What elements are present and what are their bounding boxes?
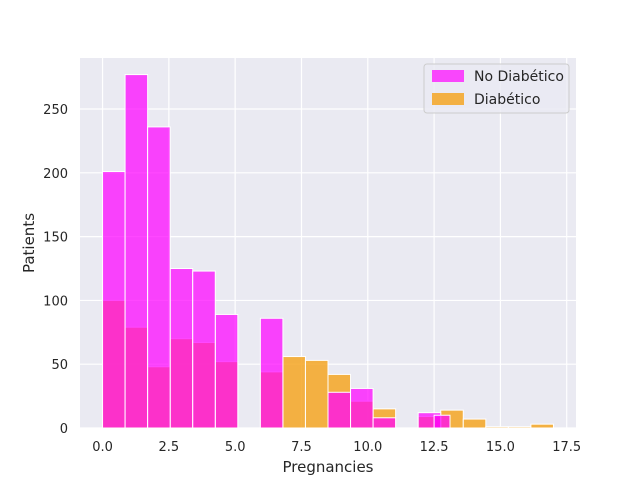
y-tick-label: 150 <box>43 231 68 246</box>
legend-label-no-diabetico: No Diabético <box>474 69 564 85</box>
x-tick-label: 15.0 <box>486 440 515 455</box>
diabetico-bar <box>282 356 306 429</box>
no-diabetico-bar <box>147 126 171 429</box>
no-diabetico-bar <box>433 414 451 429</box>
no-diabetico-bar <box>259 317 284 429</box>
x-tick-label: 12.5 <box>420 440 449 455</box>
x-tick-label: 0.0 <box>92 440 113 455</box>
no-diabetico-bar <box>372 417 397 429</box>
no-diabetico-bar <box>124 74 149 429</box>
no-diabetico-bar <box>169 268 194 429</box>
y-tick-label: 50 <box>51 358 68 373</box>
y-tick-label: 100 <box>43 294 68 309</box>
no-diabetico-bar <box>327 391 352 429</box>
no-diabetico-bar <box>192 270 216 429</box>
x-tick-label: 10.0 <box>353 440 382 455</box>
x-tick-label: 2.5 <box>159 440 180 455</box>
y-tick-label: 250 <box>43 103 68 118</box>
no-diabetico-bar <box>102 171 126 429</box>
x-axis-label: Pregnancies <box>282 458 373 476</box>
diabetico-bar <box>485 426 509 429</box>
diabetico-bar <box>462 418 487 429</box>
no-diabetico-bar <box>350 387 374 429</box>
legend-swatch-no-diabetico <box>432 70 464 82</box>
diabetico-bar <box>530 423 554 429</box>
diabetico-bar <box>304 359 329 429</box>
y-tick-label: 200 <box>43 167 68 182</box>
x-tick-label: 5.0 <box>225 440 246 455</box>
x-tick-label: 7.5 <box>291 440 312 455</box>
legend-label-diabetico: Diabético <box>474 92 540 108</box>
x-tick-labels: 0.0 2.5 5.0 7.5 10.0 12.5 15.0 17.5 <box>92 440 581 455</box>
legend: No Diabético Diabético <box>423 63 570 114</box>
y-tick-label: 0 <box>60 422 68 437</box>
no-diabetico-bars <box>102 74 451 429</box>
legend-swatch-diabetico <box>432 93 464 105</box>
no-diabetico-bar <box>214 313 239 429</box>
y-axis-label: Patients <box>20 213 38 273</box>
diabetico-bar <box>507 426 532 429</box>
x-tick-label: 17.5 <box>552 440 581 455</box>
y-tick-labels: 0 50 100 150 200 250 <box>43 103 68 437</box>
